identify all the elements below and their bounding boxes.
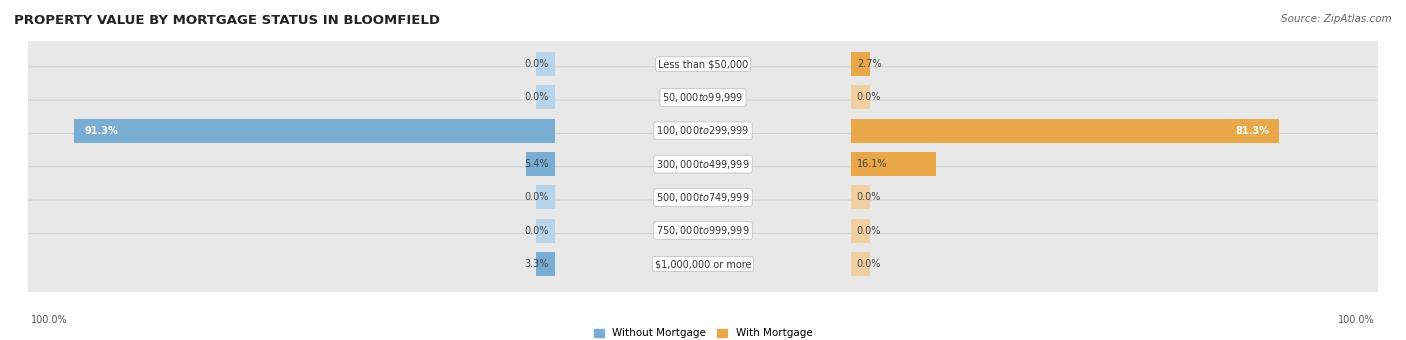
Text: $100,000 to $299,999: $100,000 to $299,999 <box>657 124 749 137</box>
Text: $750,000 to $999,999: $750,000 to $999,999 <box>657 224 749 237</box>
Text: 0.0%: 0.0% <box>524 59 550 69</box>
Bar <box>75 119 554 143</box>
Text: $300,000 to $499,999: $300,000 to $499,999 <box>657 158 749 171</box>
Bar <box>852 219 870 243</box>
Bar <box>536 85 554 109</box>
Legend: Without Mortgage, With Mortgage: Without Mortgage, With Mortgage <box>589 324 817 340</box>
Bar <box>536 252 554 276</box>
Text: $500,000 to $749,999: $500,000 to $749,999 <box>657 191 749 204</box>
Text: 100.0%: 100.0% <box>1339 315 1375 325</box>
Bar <box>852 252 870 276</box>
Bar <box>852 52 870 76</box>
Text: 3.3%: 3.3% <box>524 259 550 269</box>
Text: 0.0%: 0.0% <box>856 92 882 102</box>
FancyBboxPatch shape <box>21 133 1385 195</box>
Bar <box>536 185 554 209</box>
Text: 91.3%: 91.3% <box>84 126 118 136</box>
Text: $50,000 to $99,999: $50,000 to $99,999 <box>662 91 744 104</box>
Text: 5.4%: 5.4% <box>524 159 550 169</box>
Text: PROPERTY VALUE BY MORTGAGE STATUS IN BLOOMFIELD: PROPERTY VALUE BY MORTGAGE STATUS IN BLO… <box>14 14 440 27</box>
Bar <box>852 85 870 109</box>
Text: Less than $50,000: Less than $50,000 <box>658 59 748 69</box>
Text: 0.0%: 0.0% <box>856 259 882 269</box>
Text: 100.0%: 100.0% <box>31 315 67 325</box>
Text: 81.3%: 81.3% <box>1236 126 1270 136</box>
Text: 16.1%: 16.1% <box>856 159 887 169</box>
Text: 2.7%: 2.7% <box>856 59 882 69</box>
FancyBboxPatch shape <box>21 100 1385 162</box>
Bar <box>536 52 554 76</box>
Text: 0.0%: 0.0% <box>856 226 882 236</box>
Text: 0.0%: 0.0% <box>856 192 882 202</box>
Text: 0.0%: 0.0% <box>524 92 550 102</box>
FancyBboxPatch shape <box>21 234 1385 295</box>
Text: Source: ZipAtlas.com: Source: ZipAtlas.com <box>1281 14 1392 23</box>
Text: $1,000,000 or more: $1,000,000 or more <box>655 259 751 269</box>
Text: 0.0%: 0.0% <box>524 192 550 202</box>
Bar <box>526 152 554 176</box>
Bar <box>536 219 554 243</box>
Text: 0.0%: 0.0% <box>524 226 550 236</box>
FancyBboxPatch shape <box>21 67 1385 128</box>
FancyBboxPatch shape <box>21 167 1385 228</box>
FancyBboxPatch shape <box>21 200 1385 261</box>
Bar <box>852 185 870 209</box>
FancyBboxPatch shape <box>21 33 1385 95</box>
Bar <box>852 119 1279 143</box>
Bar <box>852 152 936 176</box>
